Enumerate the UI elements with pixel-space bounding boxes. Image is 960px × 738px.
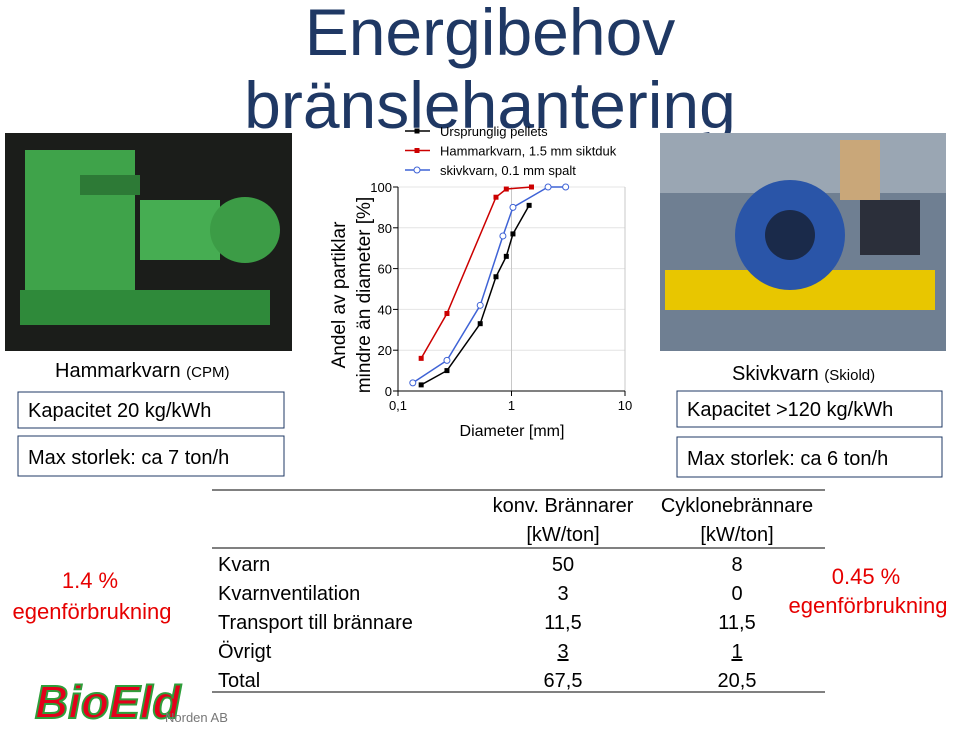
point <box>503 186 509 192</box>
note: 0.45 % <box>832 564 901 589</box>
chart: Andel av partiklar mindre än diameter [%… <box>329 124 632 440</box>
column-header: [kW/ton] <box>700 524 773 546</box>
point <box>562 183 570 191</box>
capacity: Kapacitet 20 kg/kWh <box>28 400 211 422</box>
point <box>443 356 451 364</box>
point <box>528 184 534 190</box>
y-axis-label: Andel av partiklar <box>329 221 350 368</box>
table: konv. Brännarer [kW/ton] Cyklonebrännare [k… <box>212 489 825 693</box>
table-cell: Övrigt <box>218 641 272 663</box>
max-size: Max storlek: ca 6 ton/h <box>687 448 888 470</box>
x-tick-label: 0,1 <box>389 398 407 413</box>
x-tick-label: 1 <box>508 398 515 413</box>
max-size: Max storlek: ca 7 ton/h <box>28 447 229 469</box>
note: egenförbrukning <box>12 599 171 624</box>
mill-maker: (CPM) <box>186 364 229 381</box>
column-header: Cyklonebrännare <box>661 495 813 517</box>
table-cell: Kvarn <box>218 554 270 576</box>
column-header: konv. Brännarer <box>493 495 634 517</box>
y-axis-label: mindre än diameter [%] <box>354 197 375 393</box>
mill-maker: (Skiold) <box>824 367 875 384</box>
table-cell: 0 <box>731 583 742 605</box>
y-tick-label: 80 <box>378 221 392 236</box>
point <box>477 321 483 327</box>
note: egenförbrukning <box>788 593 947 618</box>
point <box>544 183 552 191</box>
series-line <box>420 186 532 359</box>
mill-name: Hammarkvarn (CPM) <box>55 360 229 382</box>
point <box>409 379 417 387</box>
table-cell: 50 <box>552 554 574 576</box>
point <box>493 274 499 280</box>
table-cell: 11,5 <box>718 612 755 634</box>
table-cell: 1 <box>731 641 742 663</box>
logo-suffix: Norden AB <box>165 710 228 725</box>
table-cell: 8 <box>731 554 742 576</box>
point <box>509 203 517 211</box>
table-cell: 11,5 <box>544 612 581 634</box>
legend-label: Hammarkvarn, 1.5 mm siktduk <box>440 144 617 159</box>
max-size-box <box>17 435 285 477</box>
point <box>503 253 509 259</box>
logo: BioEld <box>35 676 182 728</box>
capacity-box <box>17 391 285 429</box>
point <box>444 368 450 374</box>
table-cell: Kvarnventilation <box>218 583 360 605</box>
y-tick-label: 0 <box>385 384 392 399</box>
y-tick-label: 100 <box>370 180 392 195</box>
y-tick-label: 60 <box>378 262 392 277</box>
capacity-box <box>676 390 943 428</box>
column-header: [kW/ton] <box>526 524 599 546</box>
point <box>418 382 424 388</box>
capacity: Kapacitet >120 kg/kWh <box>687 399 893 421</box>
table-cell: 67,5 <box>544 670 583 692</box>
table-cell: 20,5 <box>718 670 757 692</box>
point <box>510 231 516 237</box>
table-cell: 3 <box>557 641 568 663</box>
legend-marker <box>414 128 420 134</box>
title-line: bränslehantering <box>244 68 736 142</box>
mill-name: Skivkvarn <box>732 363 819 385</box>
mill-name: Hammarkvarn <box>55 360 181 382</box>
legend-label: Ursprunglig pellets <box>440 124 548 139</box>
table-cell: Total <box>218 670 260 692</box>
point <box>418 355 424 361</box>
max-size-box <box>676 436 943 478</box>
legend-marker <box>413 166 421 174</box>
point <box>476 301 484 309</box>
hammer-mill-image <box>5 133 292 351</box>
x-axis-label: Diameter [mm] <box>460 423 565 440</box>
series-line <box>412 186 566 384</box>
legend-label: skivkvarn, 0.1 mm spalt <box>440 163 576 178</box>
table-cell: 3 <box>557 583 568 605</box>
legend-marker <box>414 148 420 153</box>
y-tick-label: 40 <box>378 302 392 317</box>
point <box>444 310 450 316</box>
point <box>493 194 499 200</box>
disc-mill-image <box>660 133 946 351</box>
table-cell: Transport till brännare <box>218 612 413 634</box>
note: 1.4 % <box>62 568 118 593</box>
mill-name: Skivkvarn (Skiold) <box>732 363 875 385</box>
title-line: Energibehov <box>305 0 676 69</box>
point <box>499 232 507 240</box>
y-tick-label: 20 <box>378 343 392 358</box>
x-tick-label: 10 <box>618 398 632 413</box>
point <box>526 202 532 208</box>
